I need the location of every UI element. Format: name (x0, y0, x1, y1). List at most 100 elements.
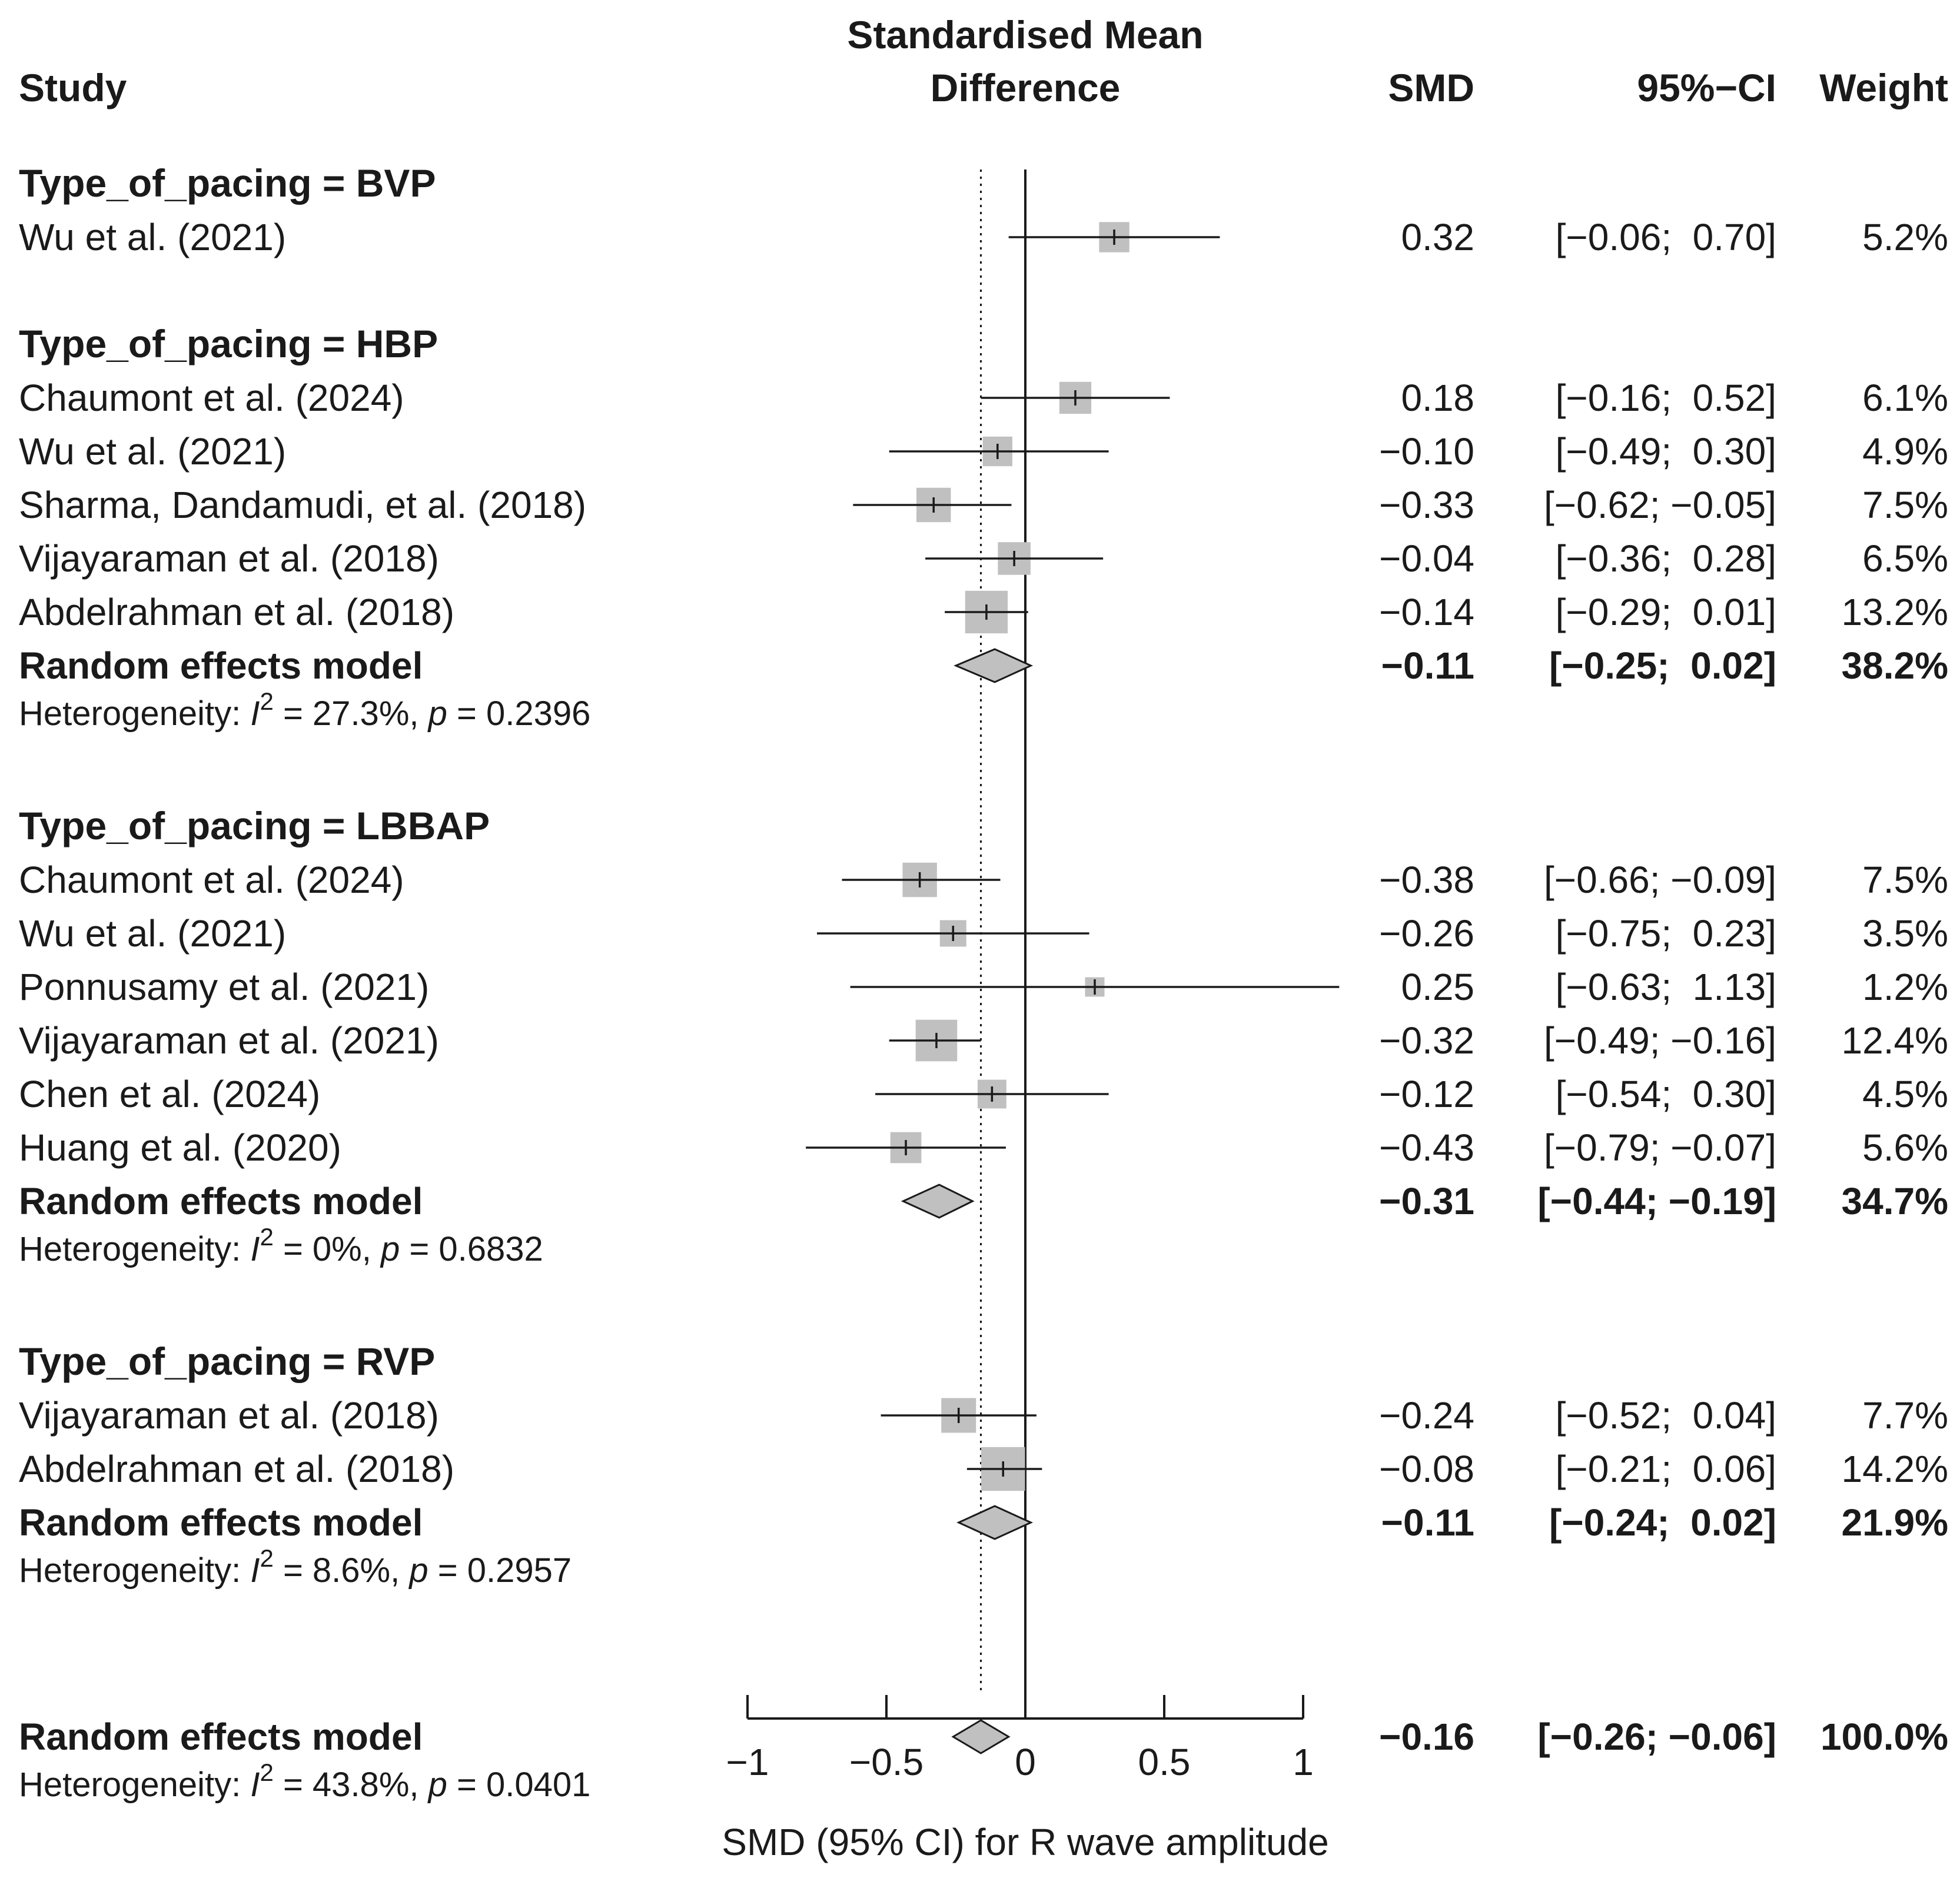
study-label: Chen et al. (2024) (19, 1073, 320, 1115)
smd-value: −0.08 (1379, 1448, 1474, 1490)
ci-value: [−0.21; 0.06] (1556, 1448, 1776, 1490)
row-group: Type_of_pacing = HBP (19, 322, 438, 365)
ci-value: [−0.25; 0.02] (1549, 644, 1776, 687)
ci-value: [−0.66; −0.09] (1544, 859, 1776, 901)
smd-value: −0.33 (1379, 484, 1474, 526)
row-summary: Random effects model −0.11 [−0.24; 0.02] 21… (19, 1501, 1948, 1544)
het-i: I (250, 1766, 260, 1804)
row-study: Chaumont et al. (2024) 0.18 [−0.16; 0.52] 6… (19, 377, 1948, 419)
row-study: Chaumont et al. (2024) −0.38 [−0.66; −0.09… (19, 859, 1948, 901)
row-het: Heterogeneity: I2 = 8.6%, p = 0.2957 (19, 1544, 572, 1590)
x-axis: −1 −0.5 0 0.5 1 SMD (95% CI) for R wave ampli… (722, 1695, 1329, 1863)
summary-diamond (951, 1719, 1011, 1754)
row-het: Heterogeneity: I2 = 0%, p = 0.6832 (19, 1223, 543, 1268)
heterogeneity-text: Heterogeneity: I2 = 8.6%, p = 0.2957 (19, 1544, 572, 1590)
weight-value: 5.6% (1862, 1126, 1948, 1169)
het-p: p (380, 1230, 400, 1268)
smd-value: −0.10 (1379, 430, 1474, 473)
smd-value: −0.11 (1381, 644, 1474, 687)
ci-value: [−0.06; 0.70] (1556, 216, 1776, 258)
row-study: Huang et al. (2020) −0.43 [−0.79; −0.07] 5.… (19, 1126, 1948, 1169)
row-study: Wu et al. (2021) −0.10 [−0.49; 0.30] 4.9% (19, 430, 1948, 473)
heterogeneity-text: Heterogeneity: I2 = 0%, p = 0.6832 (19, 1223, 543, 1268)
study-label: Chaumont et al. (2024) (19, 859, 404, 901)
study-label: Ponnusamy et al. (2021) (19, 966, 429, 1008)
header-study: Study (19, 66, 127, 109)
weight-value: 34.7% (1842, 1180, 1948, 1222)
smd-value: −0.43 (1379, 1126, 1474, 1169)
smd-value: −0.24 (1379, 1394, 1474, 1437)
row-group: Type_of_pacing = LBBAP (19, 804, 490, 847)
het-p: p (427, 1766, 447, 1804)
ci-value: [−0.36; 0.28] (1556, 537, 1776, 580)
smd-value: −0.32 (1379, 1019, 1474, 1062)
het-mid: = 43.8%, (274, 1766, 428, 1804)
smd-value: −0.31 (1379, 1180, 1474, 1222)
weight-value: 21.9% (1842, 1501, 1948, 1544)
study-label: Abdelrahman et al. (2018) (19, 1448, 454, 1490)
weight-value: 4.5% (1862, 1073, 1948, 1115)
row-study: Vijayaraman et al. (2018) −0.24 [−0.52; 0.… (19, 1394, 1948, 1437)
smd-value: −0.38 (1379, 859, 1474, 901)
weight-value: 3.5% (1862, 912, 1948, 955)
model-label: Random effects model (19, 644, 423, 687)
row-study: Chen et al. (2024) −0.12 [−0.54; 0.30] 4.5% (19, 1073, 1948, 1115)
header-weight: Weight (1819, 66, 1948, 109)
weight-value: 14.2% (1842, 1448, 1948, 1490)
x-tick-label: −0.5 (849, 1741, 923, 1783)
subgroup-label: Type_of_pacing = BVP (19, 161, 436, 205)
het-sup: 2 (260, 1544, 273, 1572)
forest-rows: Type_of_pacing = BVP Wu et al. (2021) 0.32… (19, 161, 1948, 1804)
summary-diamond (954, 648, 1034, 683)
row-het: Heterogeneity: I2 = 43.8%, p = 0.0401 (19, 1759, 590, 1804)
row-study: Sharma, Dandamudi, et al. (2018) −0.33 [−0… (19, 484, 1948, 526)
smd-value: 0.18 (1401, 377, 1474, 419)
ci-value: [−0.79; −0.07] (1544, 1126, 1776, 1169)
header-effect-line2: Difference (931, 66, 1121, 109)
smd-value: −0.14 (1379, 591, 1474, 633)
x-axis-label: SMD (95% CI) for R wave amplitude (722, 1821, 1328, 1863)
weight-value: 1.2% (1862, 966, 1948, 1008)
row-study: Abdelrahman et al. (2018) −0.14 [−0.29; 0.… (19, 590, 1948, 634)
row-study: Vijayaraman et al. (2021) −0.32 [−0.49; −0… (19, 1019, 1948, 1062)
het-mid: = 8.6%, (274, 1551, 410, 1590)
weight-value: 5.2% (1862, 216, 1948, 258)
study-label: Wu et al. (2021) (19, 216, 286, 258)
row-group: Type_of_pacing = RVP (19, 1339, 435, 1383)
smd-value: 0.25 (1401, 966, 1474, 1008)
weight-value: 7.5% (1862, 859, 1948, 901)
het-rest: = 0.2957 (428, 1551, 572, 1590)
het-i: I (250, 694, 260, 733)
het-p: p (408, 1551, 428, 1590)
model-label: Random effects model (19, 1180, 423, 1222)
ci-value: [−0.52; 0.04] (1556, 1394, 1776, 1437)
x-tick-label: 0.5 (1138, 1741, 1191, 1783)
study-label: Wu et al. (2021) (19, 912, 286, 955)
ci-value: [−0.24; 0.02] (1549, 1501, 1776, 1544)
row-study: Wu et al. (2021) 0.32 [−0.06; 0.70] 5.2% (19, 216, 1948, 258)
weight-value: 13.2% (1842, 591, 1948, 633)
het-sup: 2 (260, 687, 273, 715)
ci-value: [−0.44; −0.19] (1537, 1180, 1776, 1222)
weight-value: 7.7% (1862, 1394, 1948, 1437)
ci-value: [−0.54; 0.30] (1556, 1073, 1776, 1115)
summary-diamond (901, 1184, 975, 1219)
het-p: p (427, 694, 447, 733)
weight-value: 7.5% (1862, 484, 1948, 526)
summary-diamond (956, 1505, 1034, 1540)
ci-value: [−0.49; 0.30] (1556, 430, 1776, 473)
ci-value: [−0.62; −0.05] (1544, 484, 1776, 526)
het-mid: = 0%, (274, 1230, 381, 1268)
row-study: Vijayaraman et al. (2018) −0.04 [−0.36; 0.… (19, 537, 1948, 580)
header-ci: 95%−CI (1637, 66, 1776, 109)
row-study: Abdelrahman et al. (2018) −0.08 [−0.21; 0.… (19, 1447, 1948, 1491)
row-study: Ponnusamy et al. (2021) 0.25 [−0.63; 1.13]… (19, 966, 1948, 1008)
smd-value: −0.26 (1379, 912, 1474, 955)
study-label: Huang et al. (2020) (19, 1126, 341, 1169)
column-headers: Study Standardised Mean Difference SMD 9… (19, 13, 1948, 109)
het-i: I (250, 1551, 260, 1590)
weight-value: 6.1% (1862, 377, 1948, 419)
ci-value: [−0.16; 0.52] (1556, 377, 1776, 419)
